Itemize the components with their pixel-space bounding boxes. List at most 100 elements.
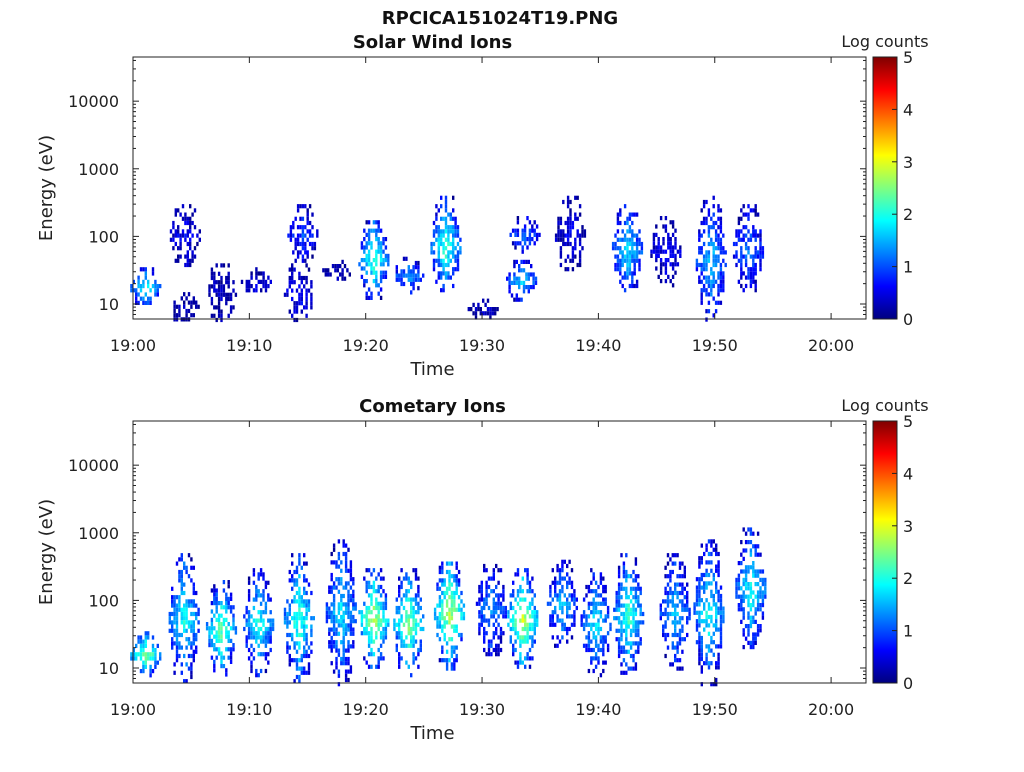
spectrogram-cell xyxy=(453,662,456,667)
spectrogram-cell xyxy=(450,645,454,650)
spectrogram-cell xyxy=(185,611,188,617)
spectrogram-cell xyxy=(183,607,186,612)
spectrogram-cell xyxy=(585,643,588,648)
spectrogram-cell xyxy=(509,635,512,640)
spectrogram-cell xyxy=(298,632,301,638)
spectrogram-cell xyxy=(628,237,632,242)
spectrogram-cell xyxy=(554,643,557,648)
spectrogram-cell xyxy=(130,288,133,293)
spectrogram-cell xyxy=(222,263,226,268)
spectrogram-cell xyxy=(190,628,193,633)
spectrogram-cell xyxy=(442,267,445,272)
spectrogram-cell xyxy=(564,233,567,238)
spectrogram-cell xyxy=(450,595,454,600)
spectrogram-cell xyxy=(225,672,228,677)
spectrogram-cell xyxy=(367,622,371,627)
spectrogram-cell xyxy=(566,216,570,221)
spectrogram-cell xyxy=(447,229,450,234)
spectrogram-cell xyxy=(561,626,564,632)
spectrogram-cell xyxy=(671,641,674,646)
spectrogram-cell xyxy=(142,643,145,648)
spectrogram-cell xyxy=(566,195,570,200)
spectrogram-cell xyxy=(139,635,143,640)
spectrogram-cell xyxy=(379,656,383,661)
spectrogram-cell xyxy=(752,598,755,603)
spectrogram-cell xyxy=(441,599,444,604)
spectrogram-cell xyxy=(232,643,235,648)
spectrogram-cell xyxy=(305,632,308,638)
spectrogram-cell xyxy=(671,569,674,575)
spectrogram-cell xyxy=(614,233,617,238)
spectrogram-cell xyxy=(524,568,527,573)
spectrogram-cell xyxy=(344,564,348,569)
spectrogram-cell xyxy=(379,270,383,275)
spectrogram-cell xyxy=(628,229,632,234)
spectrogram-cell xyxy=(303,590,306,596)
spectrogram-cell xyxy=(592,601,595,606)
spectrogram-cell xyxy=(293,582,296,587)
spectrogram-cell xyxy=(292,225,295,230)
spectrogram-cell xyxy=(492,576,495,581)
spectrogram-cell xyxy=(504,614,507,619)
spectrogram-cell xyxy=(574,216,577,221)
spectrogram-cell xyxy=(222,580,226,585)
spectrogram-cell xyxy=(754,254,757,259)
spectrogram-cell xyxy=(414,576,418,581)
spectrogram-cell xyxy=(705,262,708,268)
spectrogram-cell xyxy=(700,644,703,649)
spectrogram-cell xyxy=(678,632,682,638)
spectrogram-cell xyxy=(702,199,706,205)
spectrogram-cell xyxy=(666,553,670,558)
spectrogram-cell xyxy=(384,618,388,623)
spectrogram-cell xyxy=(622,586,626,591)
spectrogram-cell xyxy=(703,585,706,590)
spectrogram-cell xyxy=(217,288,221,293)
spectrogram-cell xyxy=(532,276,535,281)
spectrogram-cell xyxy=(674,645,677,650)
spectrogram-cell xyxy=(305,292,308,297)
spectrogram-cell xyxy=(705,652,708,657)
spectrogram-cell xyxy=(417,605,420,611)
spectrogram-cell xyxy=(324,268,327,273)
spectrogram-cell xyxy=(519,643,522,648)
spectrogram-cell xyxy=(479,311,482,316)
spectrogram-cell xyxy=(222,664,226,669)
spectrogram-cell xyxy=(395,605,398,611)
spectrogram-cell xyxy=(192,296,195,301)
spectrogram-cell xyxy=(570,622,574,627)
spectrogram-cell xyxy=(412,281,415,287)
spectrogram-cell xyxy=(450,662,454,667)
spectrogram-cell xyxy=(752,271,755,276)
spectrogram-cell xyxy=(740,208,743,213)
spectrogram-cell xyxy=(710,589,713,594)
spectrogram-cell xyxy=(671,611,674,617)
spectrogram-cell xyxy=(705,543,708,548)
spectrogram-cell xyxy=(414,597,418,602)
spectrogram-cell xyxy=(365,584,368,590)
spectrogram-cell xyxy=(532,285,535,290)
spectrogram-cell xyxy=(271,622,275,627)
spectrogram-cell xyxy=(722,283,725,289)
spectrogram-cell xyxy=(557,233,560,238)
spectrogram-cell xyxy=(262,610,265,615)
spectrogram-cell xyxy=(398,664,401,669)
spectrogram-cell xyxy=(664,574,667,579)
spectrogram-cell xyxy=(337,564,341,569)
spectrogram-cell xyxy=(181,233,185,238)
spectrogram-cell xyxy=(710,539,713,544)
spectrogram-cell xyxy=(190,300,193,305)
spectrogram-cell xyxy=(594,589,598,594)
spectrogram-cell xyxy=(659,249,663,254)
spectrogram-cell xyxy=(352,644,355,649)
spectrogram-cell xyxy=(671,220,675,225)
spectrogram-cell xyxy=(178,599,181,604)
spectrogram-cell xyxy=(616,212,620,217)
spectrogram-cell xyxy=(620,645,623,650)
spectrogram-cell xyxy=(379,635,383,640)
spectrogram-cell xyxy=(370,295,373,300)
spectrogram-cell xyxy=(332,631,336,636)
spectrogram-cell xyxy=(303,586,306,591)
spectrogram-cell xyxy=(398,635,401,640)
spectrogram-cell xyxy=(511,228,515,233)
spectrogram-cell xyxy=(520,268,523,273)
